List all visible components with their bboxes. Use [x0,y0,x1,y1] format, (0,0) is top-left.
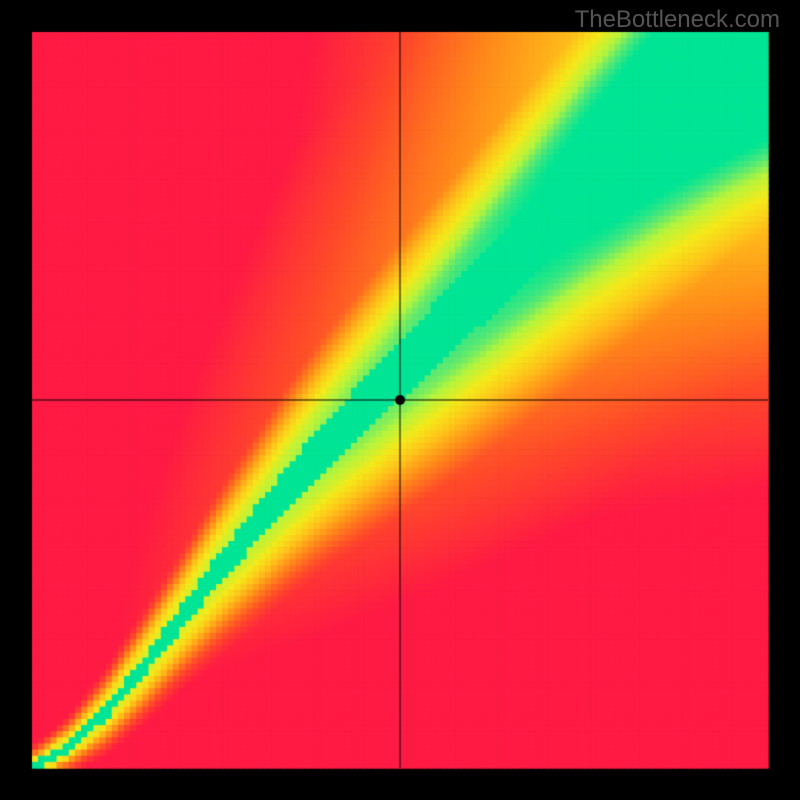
bottleneck-heatmap [0,0,800,800]
watermark-text: TheBottleneck.com [575,6,780,34]
chart-container: { "canvas": { "width": 800, "height": 80… [0,0,800,800]
